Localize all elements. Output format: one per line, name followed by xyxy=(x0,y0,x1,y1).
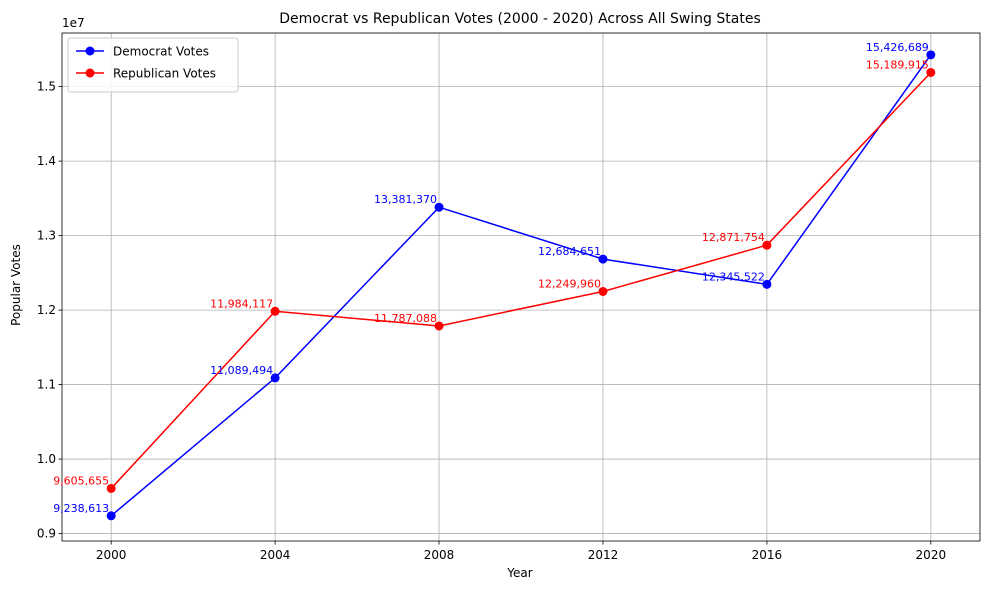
y-tick-label: 1.4 xyxy=(37,154,56,168)
chart-title: Democrat vs Republican Votes (2000 - 202… xyxy=(279,11,761,27)
legend: Democrat Votes Republican Votes xyxy=(67,37,239,93)
data-point xyxy=(762,279,772,289)
data-point xyxy=(270,306,280,316)
x-tick-label: 2016 xyxy=(752,548,783,562)
data-point xyxy=(106,511,116,521)
data-point xyxy=(434,321,444,331)
data-label: 15,426,689 xyxy=(866,41,929,54)
y-tick-label: 1.2 xyxy=(37,303,56,317)
data-label: 12,684,651 xyxy=(538,245,601,258)
legend-marker xyxy=(85,46,95,56)
x-tick-label: 2012 xyxy=(588,548,619,562)
x-axis-title: Year xyxy=(506,566,532,580)
data-point xyxy=(106,483,116,493)
data-label: 11,787,088 xyxy=(374,312,437,325)
x-tick-label: 2008 xyxy=(424,548,455,562)
data-label: 12,345,522 xyxy=(702,270,765,283)
x-tick-label: 2000 xyxy=(96,548,127,562)
axes: 2000 2004 2008 2012 2016 2020 0.9 1.0 1.1 1.2 1.3 1… xyxy=(37,32,981,562)
grid xyxy=(62,33,980,541)
data-point xyxy=(926,67,936,77)
data-label: 11,984,117 xyxy=(210,297,273,310)
data-label: 11,089,494 xyxy=(210,364,273,377)
data-label: 15,189,915 xyxy=(866,58,929,71)
y-axis-offset-label: 1e7 xyxy=(62,16,85,30)
legend-marker xyxy=(85,68,95,78)
data-point xyxy=(926,50,936,60)
x-tick-label: 2004 xyxy=(260,548,291,562)
series xyxy=(106,50,936,521)
data-point xyxy=(270,373,280,383)
data-point xyxy=(598,254,608,264)
y-tick-label: 1.1 xyxy=(37,378,56,392)
data-labels: 9,238,613 11,089,494 13,381,370 12,684,651 1… xyxy=(53,41,929,515)
data-point xyxy=(434,202,444,212)
y-tick-label: 1.3 xyxy=(37,229,56,243)
data-label: 12,249,960 xyxy=(538,277,601,290)
legend-label: Democrat Votes xyxy=(113,45,209,59)
data-point xyxy=(598,286,608,296)
data-label: 9,605,655 xyxy=(53,474,109,487)
data-label: 9,238,613 xyxy=(53,502,109,515)
data-label: 12,871,754 xyxy=(702,231,765,244)
y-axis-title: Popular Votes xyxy=(9,244,23,326)
legend-label: Republican Votes xyxy=(113,67,216,81)
series-line-1 xyxy=(110,71,932,489)
y-tick-label: 1.5 xyxy=(37,80,56,94)
x-tick-label: 2020 xyxy=(916,548,947,562)
data-label: 13,381,370 xyxy=(374,193,437,206)
data-point xyxy=(762,240,772,250)
y-tick-label: 1.0 xyxy=(37,452,56,466)
y-tick-label: 0.9 xyxy=(37,527,56,541)
legend-box xyxy=(67,37,239,93)
series-line-0 xyxy=(110,54,932,517)
plot-frame xyxy=(61,32,981,542)
